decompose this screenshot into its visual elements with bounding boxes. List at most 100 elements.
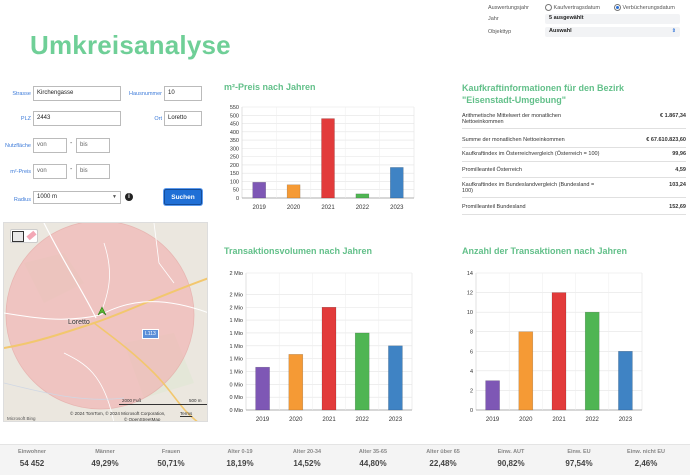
stat-value: 2,46% <box>634 459 658 468</box>
search-button[interactable]: Suchen <box>164 189 202 205</box>
x-tick-label: 2023 <box>619 417 633 423</box>
x-tick-label: 2022 <box>586 417 600 423</box>
kaufkraft-row-divider <box>462 197 686 198</box>
bar-2023 <box>618 351 633 411</box>
map-scale-bar <box>119 404 207 405</box>
kaufkraft-title: Kaufkraftinformationen für den Bezirk "E… <box>462 82 624 106</box>
kaufkraft-row-divider <box>462 177 686 178</box>
objekttyp-label: Objekttyp <box>488 29 512 35</box>
anzahl-chart: 0 2 4 6 8 10 12 14 2019 2020 2021 2022 2023 <box>452 266 652 426</box>
radio-kaufvertragsdatum-label: Kaufvertragsdatum <box>553 4 600 11</box>
stat-value: 50,71% <box>157 459 185 468</box>
hausnummer-label: Hausnummer <box>128 91 162 97</box>
info-icon[interactable]: i <box>125 193 133 201</box>
y-tick-label: 1 Mio <box>230 369 243 375</box>
kaufkraft-title-line2: "Eisenstadt-Umgebung" <box>462 95 567 105</box>
y-tick-label: 0 <box>470 408 473 414</box>
radio-selected-icon <box>614 4 621 11</box>
y-tick-label: 10 <box>467 310 473 316</box>
radius-select-value: 1000 m <box>37 194 58 200</box>
kaufkraft-row-value: 4,59 <box>675 167 686 173</box>
kaufkraft-row-label: Kaufkraftindex im Bundeslandvergleich (B… <box>462 182 622 194</box>
y-tick-label: 2 Mio <box>230 305 243 311</box>
bar-2020 <box>286 184 301 199</box>
preis-chart-svg: 0 50 100 150 200 250 300 350 400 450 500 550 2019 202… <box>230 105 415 211</box>
x-tick-label: 2023 <box>389 417 403 423</box>
map-osm-link[interactable]: © OpenStreetMap <box>124 417 161 422</box>
stat-label: Alter 35-65 <box>358 449 388 455</box>
bar-2022 <box>354 332 370 411</box>
stat-value: 49,29% <box>91 459 119 468</box>
radius-select[interactable]: 1000 m ▼ <box>33 191 121 204</box>
kaufkraft-row-label-line1: Kaufkraftindex im Österreichvergleich (Ö… <box>462 151 600 157</box>
y-tick-label: 4 <box>470 369 473 375</box>
bar-2022 <box>355 193 370 199</box>
radius-label: Radius <box>13 197 31 203</box>
plz-input[interactable]: 2443 <box>33 111 121 126</box>
objekttyp-select[interactable]: Auswahl ⇕ <box>545 27 680 37</box>
bar-2023 <box>388 345 403 411</box>
stat-item: Einw. AUT 90,82% <box>481 449 541 468</box>
stat-item: Alter 0-19 18,19% <box>210 449 270 468</box>
map-canvas[interactable] <box>4 223 208 422</box>
radio-kaufvertragsdatum[interactable]: Kaufvertragsdatum <box>545 4 600 11</box>
bar-2020 <box>518 331 534 411</box>
stat-value: 44,80% <box>359 459 387 468</box>
location-marker-icon[interactable] <box>96 305 108 317</box>
jahr-select[interactable]: 5 ausgewählt <box>545 14 680 24</box>
stat-label: Einw. nicht EU <box>627 449 665 455</box>
kaufkraft-row-value: 103,24 <box>669 182 686 188</box>
stat-label: Alter 20-34 <box>292 449 322 455</box>
preis-chart: 0 50 100 150 200 250 300 350 400 450 500 550 2019 202… <box>222 100 422 217</box>
range-dash: - <box>70 140 73 147</box>
map-select-tool-icon[interactable] <box>12 231 24 242</box>
bar-2021 <box>321 118 335 199</box>
stats-bar: Einwohner 54 452 Männer 49,29% Frauen 50,71% A… <box>0 444 690 475</box>
strasse-label: Strasse <box>12 91 31 97</box>
bar-2020 <box>288 354 304 411</box>
stat-label: Einw. AUT <box>497 449 525 455</box>
y-tick-label: 0 <box>236 196 239 202</box>
stat-value: 54 452 <box>19 459 45 468</box>
y-tick-label: 1 Mio <box>230 331 243 337</box>
y-tick-label: 100 <box>230 179 239 185</box>
nutzflaeche-bis-input[interactable]: bis <box>76 138 110 153</box>
map[interactable]: Loretto L113 2000 Fuß 500 m © 2024 TomTo… <box>3 222 208 422</box>
map-road-label: L113 <box>142 329 159 339</box>
stat-item: Männer 49,29% <box>75 449 135 468</box>
range-dash: - <box>70 166 73 173</box>
map-place-label: Loretto <box>68 319 90 326</box>
bing-logo: Microsoft Bing <box>7 416 36 421</box>
radio-verbuecherungsdatum[interactable]: Verbücherungsdatum <box>614 4 675 11</box>
y-tick-label: 200 <box>230 163 239 169</box>
ort-input[interactable]: Loretto <box>164 111 202 126</box>
preis-bis-input[interactable]: bis <box>76 164 110 179</box>
radio-verbuecherungsdatum-label: Verbücherungsdatum <box>622 4 675 11</box>
y-tick-label: 14 <box>467 271 473 277</box>
kaufkraft-row-label-line1: Summe der monatlichen Nettoeinkommen <box>462 137 565 143</box>
y-tick-label: 2 <box>470 388 473 394</box>
y-tick-label: 500 <box>230 113 239 119</box>
y-tick-label: 0 Mio <box>230 382 243 388</box>
preis-von-input[interactable]: von <box>33 164 67 179</box>
y-tick-label: 12 <box>467 291 473 297</box>
x-tick-label: 2022 <box>356 205 370 211</box>
x-tick-label: 2020 <box>287 205 301 211</box>
map-terms-link[interactable]: Terms <box>180 411 193 416</box>
stat-label: Männer <box>95 449 115 455</box>
x-tick-label: 2020 <box>519 417 533 423</box>
anzahl-chart-svg: 0 2 4 6 8 10 12 14 2019 2020 2021 2022 2023 <box>467 271 643 423</box>
x-tick-label: 2019 <box>256 417 270 423</box>
strasse-input[interactable]: Kirchengasse <box>33 86 121 101</box>
kaufkraft-row-label-line1: Promilleanteil Bundesland <box>462 204 526 210</box>
kaufkraft-row-divider <box>462 128 686 129</box>
objekttyp-select-value: Auswahl <box>549 28 572 34</box>
x-tick-label: 2021 <box>552 417 566 423</box>
eraser-icon[interactable] <box>26 230 37 241</box>
hausnummer-input[interactable]: 10 <box>164 86 202 101</box>
kaufkraft-row-label-line1: Kaufkraftindex im Bundeslandvergleich (B… <box>462 182 595 188</box>
jahr-label: Jahr <box>488 16 499 22</box>
y-tick-label: 8 <box>470 330 473 336</box>
nutzflaeche-von-input[interactable]: von <box>33 138 67 153</box>
stat-item: Alter 35-65 44,80% <box>343 449 403 468</box>
